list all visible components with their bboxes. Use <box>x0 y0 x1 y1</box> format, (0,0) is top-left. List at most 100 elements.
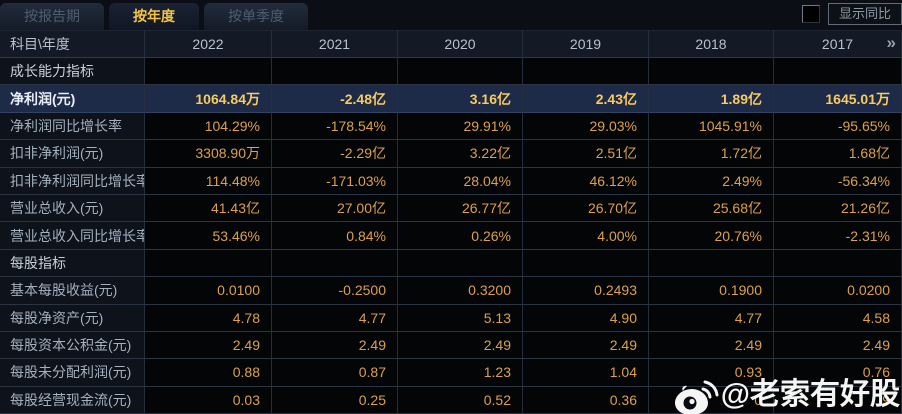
cell-value <box>398 58 523 86</box>
section-row[interactable]: 每股指标 <box>0 249 902 278</box>
cell-value: 0.87 <box>272 359 398 387</box>
cell-value: 29.03% <box>523 112 649 141</box>
row-label: 基本每股收益(元) <box>0 277 145 305</box>
cell-value: 20.76% <box>649 222 774 250</box>
cell-value: -95.65% <box>774 112 902 141</box>
cell-value <box>523 249 649 278</box>
row-label: 净利润(元) <box>0 85 145 113</box>
cell-value: 114.48% <box>145 167 272 195</box>
cell-value: 26.77亿 <box>398 194 523 223</box>
tab-by-year[interactable]: 按年度 <box>109 3 199 30</box>
indicator-table: 科目\年度 2022 2021 2020 2019 2018 2017 » 成长… <box>0 30 902 414</box>
cell-value: 2.49 <box>272 331 398 360</box>
cell-value: 0.03 <box>145 386 272 414</box>
row-label: 营业总收入(元) <box>0 194 145 223</box>
cell-value: 0.36 <box>523 386 649 414</box>
tab-by-single-quarter[interactable]: 按单季度 <box>204 3 308 30</box>
table-row[interactable]: 扣非净利润同比增长率 114.48% -171.03% 28.04% 46.12% 2.4… <box>0 167 902 195</box>
cell-value: 4.58 <box>774 304 902 332</box>
show-yoy-label[interactable]: 显示同比 <box>827 2 902 25</box>
cell-value: 2.51亿 <box>523 140 649 168</box>
cell-value: -178.54% <box>272 112 398 141</box>
cell-value: 4.90 <box>523 304 649 332</box>
tab-by-report-period[interactable]: 按报告期 <box>0 3 104 30</box>
cell-value: 2.43亿 <box>523 85 649 113</box>
show-yoy-checkbox[interactable] <box>801 4 820 23</box>
cell-value: 0 <box>649 386 774 414</box>
cell-value <box>145 249 272 278</box>
row-label: 净利润同比增长率 <box>0 112 145 141</box>
cell-value: 3.22亿 <box>398 140 523 168</box>
row-label: 每股净资产(元) <box>0 304 145 332</box>
cell-value: 0.25 <box>272 386 398 414</box>
table-row[interactable]: 每股未分配利润(元) 0.88 0.87 1.23 1.04 0.93 0.76 <box>0 359 902 387</box>
cell-value <box>272 58 398 86</box>
cell-value: -56.34% <box>774 167 902 195</box>
year-header-2017: 2017 » <box>774 30 902 58</box>
cell-value: 2.49% <box>649 167 774 195</box>
year-header-2021: 2021 <box>272 30 398 58</box>
cell-value <box>523 58 649 86</box>
cell-value: 1645.01万 <box>774 85 902 113</box>
table-row[interactable]: 营业总收入(元) 41.43亿 27.00亿 26.77亿 26.70亿 25.68亿 21… <box>0 194 902 223</box>
cell-value: 26.70亿 <box>523 194 649 223</box>
row-label: 每股未分配利润(元) <box>0 359 145 387</box>
row-label: 扣非净利润(元) <box>0 140 145 168</box>
cell-value: 2.49 <box>774 331 902 360</box>
period-tabbar: 按报告期 按年度 按单季度 显示同比 <box>0 0 902 30</box>
cell-value: 2.49 <box>649 331 774 360</box>
row-label: 扣非净利润同比增长率 <box>0 167 145 195</box>
cell-value: 1045.91% <box>649 112 774 141</box>
cell-value <box>649 58 774 86</box>
section-row[interactable]: 成长能力指标 <box>0 58 902 86</box>
cell-value: 28.04% <box>398 167 523 195</box>
year-header-2018: 2018 <box>649 30 774 58</box>
table-row[interactable]: 净利润同比增长率 104.29% -178.54% 29.91% 29.03% 1045.… <box>0 112 902 141</box>
cell-value: 2.49 <box>523 331 649 360</box>
cell-value <box>649 249 774 278</box>
cell-value: 2.49 <box>398 331 523 360</box>
cell-value: 41.43亿 <box>145 194 272 223</box>
cell-value: 4.78 <box>145 304 272 332</box>
cell-value: 21.26亿 <box>774 194 902 223</box>
row-label: 成长能力指标 <box>0 58 145 86</box>
corner-header: 科目\年度 <box>0 30 145 58</box>
cell-value: 0.1900 <box>649 277 774 305</box>
table-row[interactable]: 净利润(元) 1064.84万 -2.48亿 3.16亿 2.43亿 1.89亿 1645.… <box>0 85 902 113</box>
cell-value: 0.88 <box>145 359 272 387</box>
table-row[interactable]: 每股经营现金流(元) 0.03 0.25 0.52 0.36 0 9 <box>0 386 902 414</box>
year-header-2019: 2019 <box>523 30 649 58</box>
cell-value: 1.23 <box>398 359 523 387</box>
cell-value: -2.48亿 <box>272 85 398 113</box>
cell-value: 53.46% <box>145 222 272 250</box>
cell-value: 29.91% <box>398 112 523 141</box>
cell-value: 0.3200 <box>398 277 523 305</box>
table-row[interactable]: 营业总收入同比增长率 53.46% 0.84% 0.26% 4.00% 20.76% -2.… <box>0 222 902 250</box>
row-label: 营业总收入同比增长率 <box>0 222 145 250</box>
cell-value: 4.77 <box>272 304 398 332</box>
cell-value: 1.68亿 <box>774 140 902 168</box>
row-label: 每股指标 <box>0 249 145 278</box>
year-header-2020: 2020 <box>398 30 523 58</box>
cell-value: 0.0200 <box>774 277 902 305</box>
cell-value: -0.2500 <box>272 277 398 305</box>
cell-value: -171.03% <box>272 167 398 195</box>
cell-value <box>145 58 272 86</box>
cell-value: 9 <box>774 386 902 414</box>
table-row[interactable]: 每股净资产(元) 4.78 4.77 5.13 4.90 4.77 4.58 <box>0 304 902 332</box>
table-row[interactable]: 扣非净利润(元) 3308.90万 -2.29亿 3.22亿 2.51亿 1.72亿 1.6… <box>0 140 902 168</box>
yoy-controls: 显示同比 <box>801 0 902 30</box>
row-label: 每股资本公积金(元) <box>0 331 145 360</box>
row-label: 每股经营现金流(元) <box>0 386 145 414</box>
table-row[interactable]: 每股资本公积金(元) 2.49 2.49 2.49 2.49 2.49 2.49 <box>0 331 902 360</box>
cell-value <box>272 249 398 278</box>
more-columns-chevron-icon[interactable]: » <box>886 33 897 53</box>
table-row[interactable]: 基本每股收益(元) 0.0100 -0.2500 0.3200 0.2493 0.1900… <box>0 277 902 305</box>
cell-value: 1.89亿 <box>649 85 774 113</box>
year-header-2017-label: 2017 <box>821 36 854 52</box>
cell-value: 3.16亿 <box>398 85 523 113</box>
cell-value: 1064.84万 <box>145 85 272 113</box>
cell-value: 5.13 <box>398 304 523 332</box>
cell-value: 0.52 <box>398 386 523 414</box>
